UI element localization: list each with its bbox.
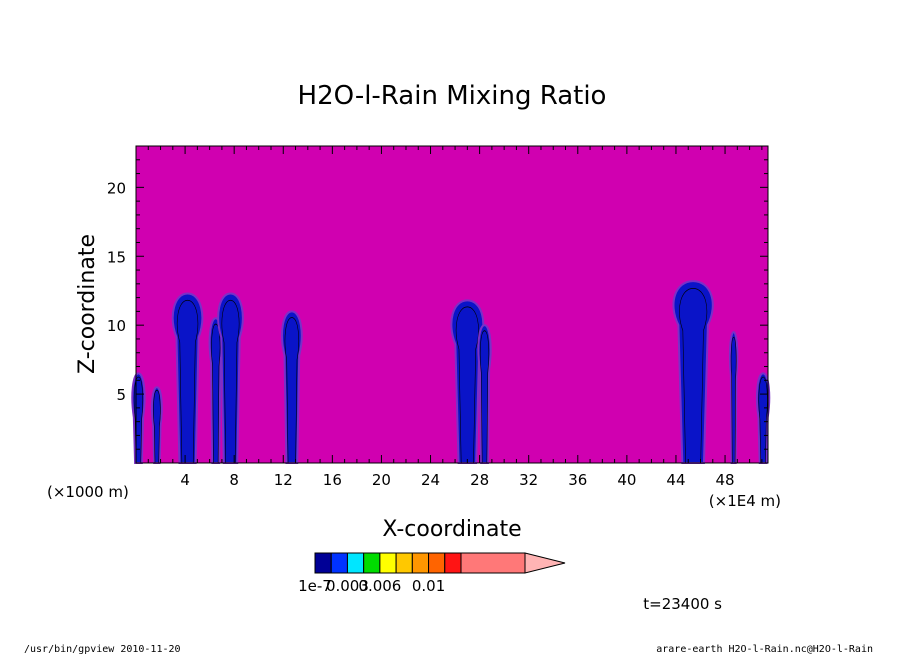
footer-right: arare-earth_H2O-l-Rain.nc@H2O-l-Rain [656, 644, 873, 654]
x-unit-right: (×1E4 m) [709, 492, 781, 510]
cloud-cell [281, 310, 303, 464]
cloud-cell [477, 324, 492, 464]
y-ticks: 5 10 15 20 [107, 159, 768, 450]
cloud-inner-contour [284, 317, 299, 464]
x-tick-label: 48 [716, 471, 735, 489]
colorbar-label: 0.003 [326, 577, 369, 595]
colorbar-level [330, 552, 348, 574]
x-tick-label: 28 [470, 471, 489, 489]
colorbar-level [444, 552, 462, 574]
colorbar-level [395, 552, 413, 574]
x-tick-label: 40 [617, 471, 636, 489]
plot-frame [135, 145, 769, 464]
x-tick-label: 36 [568, 471, 587, 489]
x-axis-title: X-coordinate [382, 517, 521, 542]
x-tick-label: 20 [372, 471, 391, 489]
cloud-inner-contour [479, 330, 490, 464]
x-tick-label: 8 [229, 471, 239, 489]
colorbar-level [411, 552, 430, 574]
colorbar-label: 0.01 [412, 577, 445, 595]
colorbar-level [346, 552, 365, 574]
cloud-contours [131, 280, 771, 464]
x-tick-label: 24 [421, 471, 440, 489]
colorbar-level [363, 552, 381, 574]
footer-left: /usr/bin/gpview 2010-11-20 [24, 644, 181, 654]
y-tick-label: 10 [107, 317, 126, 335]
cloud-inner-contour [679, 287, 708, 464]
y-tick-label: 20 [107, 179, 126, 197]
colorbar-level [379, 552, 397, 574]
cloud-cell [217, 292, 244, 464]
cloud-inner-contour [211, 323, 221, 464]
x-unit-left: (×1000 m) [47, 483, 129, 501]
colorbar-level [428, 552, 446, 574]
cloud-inner-contour [177, 299, 199, 464]
colorbar-label: 1e-7 [298, 577, 332, 595]
cloud-cell [171, 292, 204, 464]
cloud-inner-contour [455, 306, 479, 464]
colorbar-extension [524, 552, 566, 574]
x-tick-label: 16 [323, 471, 342, 489]
colorbar-level [460, 552, 526, 574]
cloud-inner-contour [153, 389, 161, 464]
cloud-inner-contour [133, 376, 143, 464]
x-tick-label: 4 [180, 471, 190, 489]
colorbar [314, 552, 566, 574]
x-tick-label: 32 [519, 471, 538, 489]
x-ticks: 4 8 12 16 20 24 28 32 36 40 44 48 [147, 146, 763, 489]
cloud-cell [150, 386, 163, 464]
x-tick-label: 44 [666, 471, 685, 489]
cloud-inner-contour [221, 299, 240, 464]
y-tick-label: 5 [116, 386, 126, 404]
y-tick-label: 15 [107, 248, 126, 266]
chart-title: H2O-l-Rain Mixing Ratio [298, 81, 607, 111]
cloud-cell [672, 280, 714, 464]
colorbar-level [314, 552, 332, 574]
cloud-inner-contour [730, 336, 737, 464]
y-axis-title: Z-coordinate [75, 234, 100, 374]
time-label: t=23400 s [643, 595, 722, 613]
x-tick-label: 12 [274, 471, 293, 489]
colorbar-label: 0.006 [358, 577, 401, 595]
cloud-inner-contour [758, 376, 768, 464]
